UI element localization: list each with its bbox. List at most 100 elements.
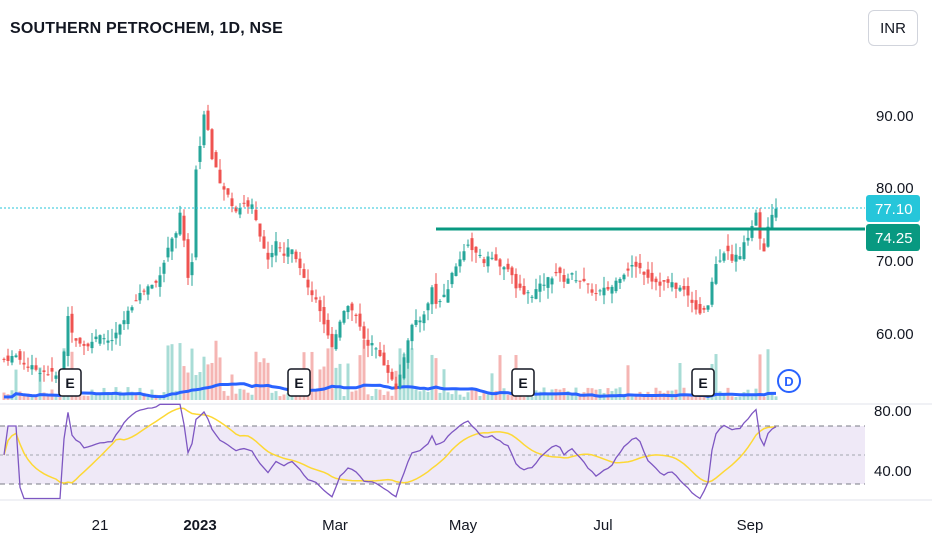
candle-body bbox=[270, 252, 274, 258]
volume-bar bbox=[386, 391, 390, 400]
candle-body bbox=[282, 253, 286, 256]
candle-body bbox=[170, 238, 174, 252]
candle-body bbox=[534, 289, 538, 299]
volume-bar bbox=[338, 363, 342, 400]
candle-body bbox=[758, 212, 762, 239]
candle-body bbox=[350, 303, 354, 311]
candle-body bbox=[206, 110, 210, 130]
volume-bar bbox=[430, 354, 434, 400]
candle-body bbox=[86, 343, 90, 347]
earnings-marker[interactable]: E bbox=[511, 368, 535, 397]
candle-body bbox=[42, 370, 46, 372]
currency-button[interactable]: INR bbox=[868, 10, 918, 46]
volume-bar bbox=[326, 348, 330, 400]
volume-bar bbox=[522, 396, 526, 400]
symbol-title[interactable]: SOUTHERN PETROCHEM, 1D, NSE bbox=[10, 20, 283, 37]
volume-bar bbox=[178, 343, 182, 400]
volume-bar bbox=[262, 358, 266, 400]
earnings-marker[interactable]: E bbox=[287, 368, 311, 397]
candle-body bbox=[182, 215, 186, 241]
candle-body bbox=[14, 355, 18, 358]
volume-bar bbox=[410, 348, 414, 400]
time-axis-label: 21 bbox=[92, 517, 109, 534]
candle-body bbox=[634, 261, 638, 267]
candle-body bbox=[698, 304, 702, 314]
earnings-marker[interactable]: E bbox=[691, 368, 715, 397]
candle-body bbox=[306, 279, 310, 288]
candle-body bbox=[334, 334, 338, 350]
candle-body bbox=[246, 200, 250, 207]
candle-body bbox=[654, 278, 658, 283]
candle-body bbox=[722, 253, 726, 261]
volume-bar bbox=[618, 387, 622, 400]
candle-body bbox=[218, 169, 222, 184]
dividend-marker[interactable]: D bbox=[777, 369, 801, 393]
earnings-marker[interactable]: E bbox=[58, 368, 82, 397]
candle-body bbox=[674, 282, 678, 289]
volume-bar bbox=[714, 354, 718, 400]
candle-body bbox=[98, 335, 102, 344]
volume-bar bbox=[250, 394, 254, 400]
candle-body bbox=[530, 296, 534, 298]
volume-bar bbox=[770, 392, 774, 400]
candle-body bbox=[746, 237, 750, 241]
candle-body bbox=[422, 314, 426, 324]
volume-bar bbox=[758, 354, 762, 400]
candle-body bbox=[298, 258, 302, 269]
candle-body bbox=[106, 340, 110, 343]
volume-bar bbox=[382, 394, 386, 400]
volume-bar bbox=[158, 396, 162, 400]
volume-bar bbox=[538, 391, 542, 400]
candle-body bbox=[702, 307, 706, 310]
candle-body bbox=[102, 338, 106, 340]
volume-bar bbox=[730, 396, 734, 400]
candle-body bbox=[310, 290, 314, 296]
candle-body bbox=[194, 169, 198, 258]
volume-bar bbox=[626, 365, 630, 400]
candle-body bbox=[326, 319, 330, 336]
candle-body bbox=[122, 320, 126, 325]
candle-body bbox=[666, 279, 670, 283]
candle-body bbox=[418, 320, 422, 323]
svg-text:E: E bbox=[518, 375, 527, 391]
volume-bar bbox=[510, 393, 514, 400]
candle-body bbox=[250, 204, 254, 209]
volume-bar bbox=[254, 351, 258, 400]
candle-body bbox=[30, 365, 34, 370]
candle-body bbox=[126, 310, 130, 325]
volume-bar bbox=[466, 392, 470, 400]
rsi-axis-label: 40.00 bbox=[874, 463, 912, 480]
volume-bar bbox=[766, 349, 770, 400]
candle-body bbox=[138, 292, 142, 301]
candle-body bbox=[574, 280, 578, 282]
volume-bar bbox=[734, 396, 738, 400]
volume-bar bbox=[206, 364, 210, 400]
price-axis-label: 80.00 bbox=[876, 180, 914, 197]
volume-bar bbox=[470, 387, 474, 400]
volume-bar bbox=[494, 390, 498, 400]
volume-bar bbox=[342, 396, 346, 400]
volume-bar bbox=[174, 390, 178, 400]
candle-body bbox=[726, 245, 730, 252]
candle-body bbox=[622, 274, 626, 280]
rsi-line bbox=[3, 403, 777, 500]
candle-body bbox=[550, 278, 554, 285]
candle-body bbox=[406, 340, 410, 363]
candle-body bbox=[514, 273, 518, 289]
candle-body bbox=[118, 324, 122, 335]
candle-body bbox=[374, 348, 378, 350]
candle-body bbox=[390, 371, 394, 380]
volume-bar bbox=[642, 395, 646, 400]
candle-body bbox=[302, 269, 306, 278]
candle-body bbox=[630, 265, 634, 267]
volume-bar bbox=[434, 358, 438, 400]
volume-bar bbox=[198, 372, 202, 400]
candle-body bbox=[602, 287, 606, 296]
volume-bar bbox=[462, 396, 466, 400]
volume-bar bbox=[222, 391, 226, 400]
candle-body bbox=[686, 285, 690, 296]
svg-text:D: D bbox=[784, 374, 793, 389]
candle-body bbox=[18, 351, 22, 360]
volume-bar bbox=[722, 395, 726, 400]
